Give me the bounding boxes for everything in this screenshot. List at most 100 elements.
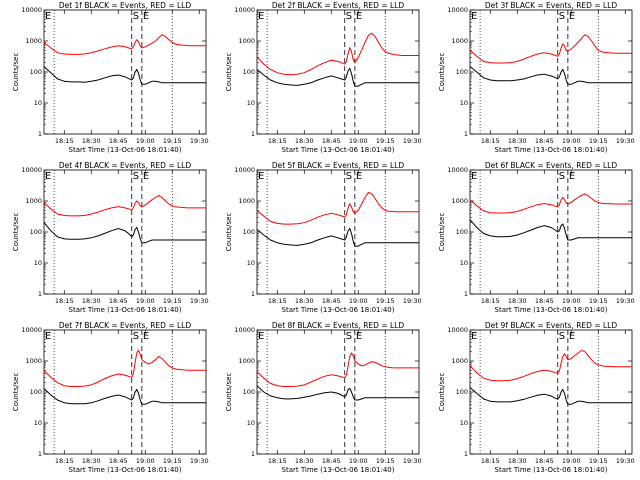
x-tick-label: 19:00 [136,137,155,145]
y-tick-label: 10000 [21,6,42,14]
start-marker: S [559,171,565,182]
y-tick-label: 1 [251,290,255,298]
x-tick-label: 19:00 [136,457,155,465]
x-tick-label: 19:00 [349,297,368,305]
detector-panel-7: Det 7f BLACK = Events, RED = LLD 1 10 100 10… [0,320,213,480]
plot-frame [469,329,633,455]
y-tick-label: 10000 [447,326,468,334]
end-marker: E [356,331,362,342]
y-tick-label: 100 [30,228,42,236]
x-tick-label: 19:30 [190,137,209,145]
x-tick-label: 18:15 [268,457,287,465]
x-tick-label: 19:30 [190,297,209,305]
detector-panel-2: Det 2f BLACK = Events, RED = LLD 1 10 100 10… [213,0,426,160]
y-tick-label: 1 [38,290,42,298]
detector-panel-3: Det 3f BLACK = Events, RED = LLD 1 10 100 10… [426,0,639,160]
end-marker: E [143,11,149,22]
x-axis-label: Start Time (13-Oct-06 18:01:40) [282,146,395,154]
y-tick-label: 10 [247,419,255,427]
chart-title: Det 3f BLACK = Events, RED = LLD [485,1,618,10]
y-tick-label: 1 [251,130,255,138]
y-tick-label: 1000 [238,357,255,365]
y-tick-label: 1000 [451,197,468,205]
y-axis-label: Counts/sec [12,53,20,92]
y-tick-label: 100 [30,68,42,76]
end-marker-left: E [471,171,477,182]
y-tick-label: 1 [464,290,468,298]
end-marker-left: E [258,331,264,342]
x-tick-label: 18:15 [481,137,500,145]
x-tick-label: 18:30 [82,297,101,305]
plot-frame [43,329,207,455]
x-tick-label: 19:30 [616,137,635,145]
series-line-events [43,222,206,244]
series-line-events [256,385,419,401]
series-line-events [43,388,206,405]
x-tick-label: 18:30 [295,457,314,465]
series-line-events [43,66,206,85]
x-tick-label: 19:15 [589,137,608,145]
plot-frame [256,329,420,455]
y-tick-label: 10 [460,419,468,427]
x-tick-label: 18:30 [295,137,314,145]
series-line-lld [256,352,419,387]
x-tick-label: 18:45 [322,137,341,145]
y-axis-label: Counts/sec [438,373,446,412]
start-marker: S [346,171,352,182]
y-tick-label: 100 [243,388,255,396]
x-tick-label: 19:15 [589,297,608,305]
y-tick-label: 1 [251,450,255,458]
plot-frame [256,169,420,295]
chart-title: Det 2f BLACK = Events, RED = LLD [272,1,405,10]
end-marker-left: E [471,331,477,342]
series-line-events [469,66,632,85]
start-marker: S [346,331,352,342]
chart-title: Det 8f BLACK = Events, RED = LLD [272,321,405,330]
y-tick-label: 100 [456,68,468,76]
y-tick-label: 100 [456,388,468,396]
x-tick-label: 19:00 [349,457,368,465]
series-line-lld [469,349,632,382]
y-tick-label: 10000 [234,326,255,334]
y-axis-label: Counts/sec [225,373,233,412]
end-marker: E [569,11,575,22]
x-tick-label: 18:15 [268,297,287,305]
detector-panel-1: Det 1f BLACK = Events, RED = LLD 1 10 100 10… [0,0,213,160]
chart-title: Det 6f BLACK = Events, RED = LLD [485,161,618,170]
y-tick-label: 1000 [238,197,255,205]
x-tick-label: 19:15 [163,137,182,145]
x-tick-label: 18:15 [481,457,500,465]
start-marker: S [346,11,352,22]
x-tick-label: 18:15 [481,297,500,305]
detector-panel-5: Det 5f BLACK = Events, RED = LLD 1 10 100 10… [213,160,426,320]
series-line-lld [43,194,206,217]
start-marker: S [133,171,139,182]
y-tick-label: 10 [34,419,42,427]
x-tick-label: 19:15 [163,457,182,465]
y-tick-label: 10000 [447,166,468,174]
series-line-lld [469,193,632,214]
y-tick-label: 1000 [25,197,42,205]
y-tick-label: 1 [464,450,468,458]
x-tick-label: 18:15 [55,137,74,145]
x-axis-label: Start Time (13-Oct-06 18:01:40) [69,306,182,314]
x-axis-label: Start Time (13-Oct-06 18:01:40) [282,466,395,474]
x-tick-label: 19:00 [562,137,581,145]
x-tick-label: 19:15 [589,457,608,465]
y-tick-label: 10 [247,259,255,267]
y-tick-label: 10 [34,99,42,107]
y-tick-label: 1000 [238,37,255,45]
x-tick-label: 19:15 [163,297,182,305]
x-tick-label: 18:30 [508,297,527,305]
plot-frame [469,9,633,135]
x-axis-label: Start Time (13-Oct-06 18:01:40) [69,466,182,474]
y-tick-label: 1000 [451,357,468,365]
start-marker: S [133,11,139,22]
series-line-events [469,219,632,241]
x-tick-label: 19:00 [562,457,581,465]
x-tick-label: 19:30 [616,297,635,305]
chart-title: Det 1f BLACK = Events, RED = LLD [59,1,192,10]
x-tick-label: 19:00 [349,137,368,145]
x-axis-label: Start Time (13-Oct-06 18:01:40) [495,466,608,474]
